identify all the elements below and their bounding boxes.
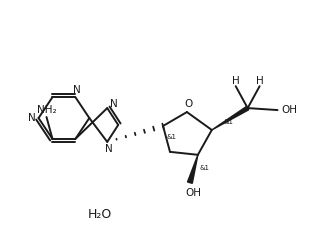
Text: H: H bbox=[232, 76, 239, 86]
Text: &1: &1 bbox=[166, 134, 176, 140]
Polygon shape bbox=[212, 106, 249, 130]
Text: N: N bbox=[110, 99, 118, 109]
Text: H₂O: H₂O bbox=[88, 208, 113, 221]
Text: O: O bbox=[185, 99, 193, 109]
Text: OH: OH bbox=[185, 188, 201, 198]
Text: &1: &1 bbox=[200, 165, 210, 171]
Text: N: N bbox=[28, 113, 35, 123]
Text: N: N bbox=[73, 85, 80, 95]
Text: H: H bbox=[256, 76, 263, 86]
Text: N: N bbox=[105, 144, 113, 154]
Polygon shape bbox=[187, 155, 198, 183]
Text: &1: &1 bbox=[224, 119, 234, 125]
Text: OH: OH bbox=[281, 105, 297, 115]
Text: NH₂: NH₂ bbox=[37, 105, 56, 115]
